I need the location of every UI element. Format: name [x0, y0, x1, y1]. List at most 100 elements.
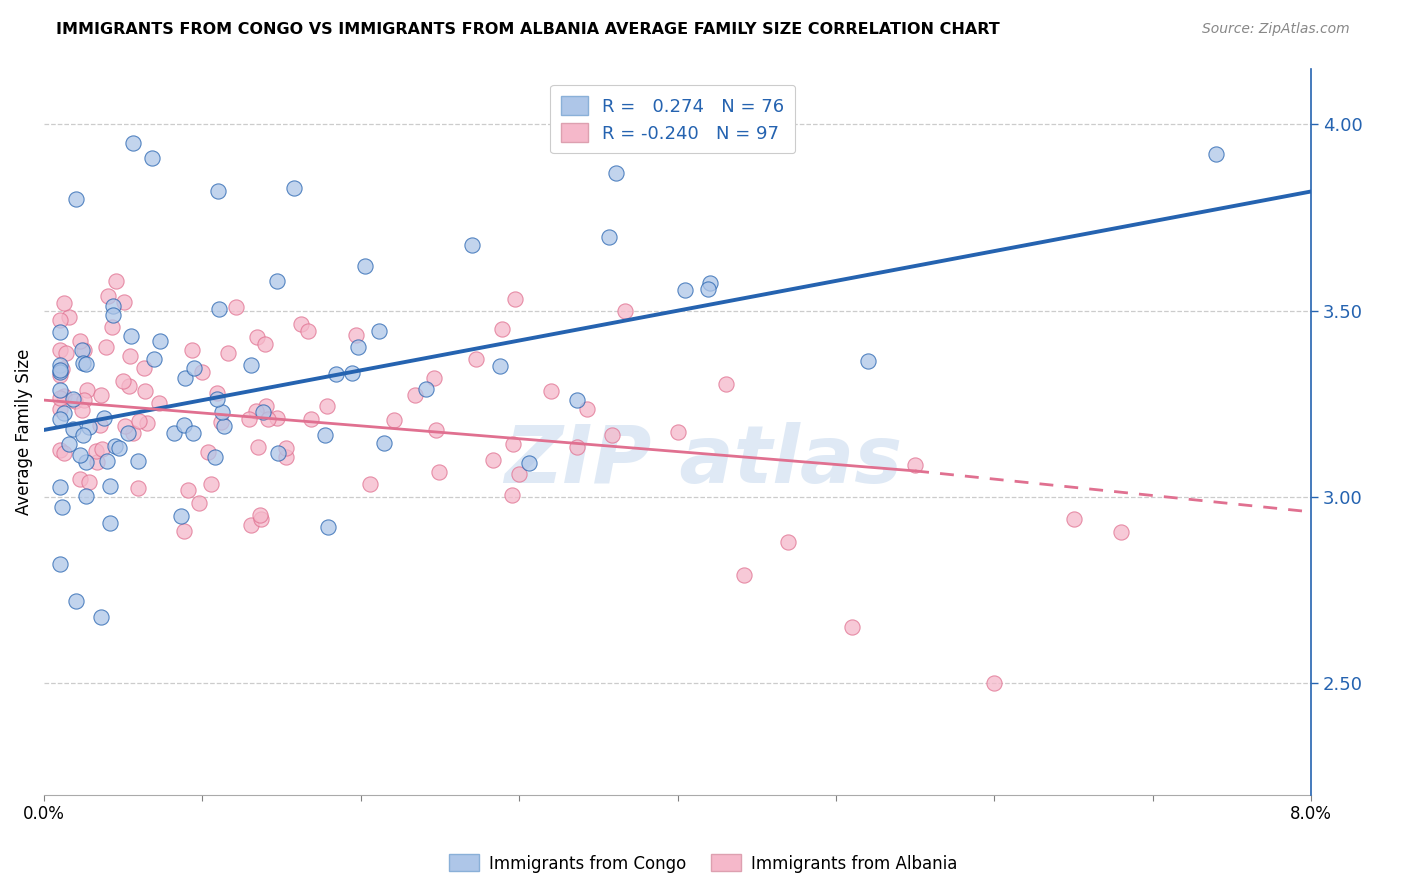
- Point: [127, 481, 149, 495]
- Point: [75, 455, 97, 469]
- Point: [699, 276, 721, 290]
- Point: [120, 329, 142, 343]
- Point: [696, 282, 718, 296]
- Point: [491, 322, 513, 336]
- Point: [508, 467, 530, 481]
- Point: [733, 568, 755, 582]
- Point: [316, 520, 339, 534]
- Point: [173, 418, 195, 433]
- Point: [183, 360, 205, 375]
- Point: [121, 425, 143, 440]
- Point: [135, 417, 157, 431]
- Point: [904, 458, 927, 472]
- Point: [209, 415, 232, 429]
- Point: [62, 392, 84, 407]
- Point: [297, 325, 319, 339]
- Point: [205, 385, 228, 400]
- Point: [359, 477, 381, 491]
- Point: [983, 676, 1005, 690]
- Point: [58, 310, 80, 324]
- Point: [104, 274, 127, 288]
- Point: [254, 399, 277, 413]
- Point: [49, 412, 72, 426]
- Point: [69, 334, 91, 348]
- Point: [128, 414, 150, 428]
- Point: [49, 365, 72, 379]
- Point: [239, 359, 262, 373]
- Point: [276, 441, 298, 455]
- Point: [89, 417, 111, 432]
- Point: [368, 324, 391, 338]
- Point: [98, 516, 121, 531]
- Point: [314, 427, 336, 442]
- Point: [344, 327, 367, 342]
- Point: [174, 371, 197, 385]
- Point: [238, 412, 260, 426]
- Point: [90, 610, 112, 624]
- Point: [134, 384, 156, 398]
- Point: [53, 296, 76, 310]
- Point: [49, 313, 72, 327]
- Point: [101, 299, 124, 313]
- Point: [104, 439, 127, 453]
- Legend: Immigrants from Congo, Immigrants from Albania: Immigrants from Congo, Immigrants from A…: [441, 847, 965, 880]
- Point: [117, 426, 139, 441]
- Point: [425, 424, 447, 438]
- Point: [65, 192, 87, 206]
- Point: [72, 428, 94, 442]
- Point: [246, 329, 269, 343]
- Point: [75, 358, 97, 372]
- Point: [1109, 525, 1132, 540]
- Point: [52, 406, 75, 420]
- Point: [404, 388, 426, 402]
- Point: [90, 442, 112, 456]
- Point: [51, 500, 73, 514]
- Point: [79, 420, 101, 434]
- Point: [197, 445, 219, 459]
- Y-axis label: Average Family Size: Average Family Size: [15, 349, 32, 515]
- Point: [180, 343, 202, 357]
- Text: Source: ZipAtlas.com: Source: ZipAtlas.com: [1202, 22, 1350, 37]
- Point: [141, 152, 163, 166]
- Point: [613, 304, 636, 318]
- Point: [143, 351, 166, 366]
- Point: [207, 185, 229, 199]
- Point: [382, 413, 405, 427]
- Point: [225, 300, 247, 314]
- Point: [49, 383, 72, 397]
- Point: [49, 442, 72, 457]
- Point: [49, 363, 72, 377]
- Point: [208, 302, 231, 317]
- Point: [246, 440, 269, 454]
- Point: [49, 391, 72, 405]
- Point: [266, 274, 288, 288]
- Point: [173, 524, 195, 539]
- Point: [856, 353, 879, 368]
- Point: [52, 389, 75, 403]
- Point: [127, 454, 149, 468]
- Point: [211, 405, 233, 419]
- Point: [90, 388, 112, 402]
- Point: [465, 351, 488, 366]
- Point: [112, 295, 135, 310]
- Point: [177, 483, 200, 497]
- Point: [53, 446, 76, 460]
- Point: [51, 362, 73, 376]
- Point: [266, 410, 288, 425]
- Point: [49, 325, 72, 339]
- Point: [204, 450, 226, 464]
- Point: [503, 292, 526, 306]
- Point: [69, 472, 91, 486]
- Point: [200, 476, 222, 491]
- Point: [65, 594, 87, 608]
- Point: [69, 448, 91, 462]
- Point: [181, 426, 204, 441]
- Point: [122, 136, 145, 150]
- Point: [427, 465, 450, 479]
- Point: [62, 422, 84, 436]
- Point: [49, 368, 72, 383]
- Legend: R =   0.274   N = 76, R = -0.240   N = 97: R = 0.274 N = 76, R = -0.240 N = 97: [550, 85, 796, 153]
- Point: [96, 289, 118, 303]
- Point: [101, 320, 124, 334]
- Point: [716, 376, 738, 391]
